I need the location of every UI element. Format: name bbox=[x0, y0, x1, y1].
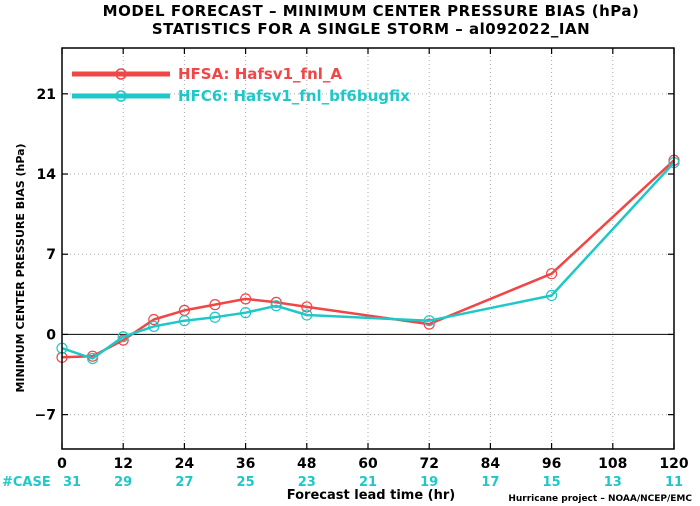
case-label: #CASE bbox=[2, 475, 51, 490]
data-point bbox=[301, 309, 313, 321]
data-point bbox=[117, 331, 129, 343]
x-tick-label: 36 bbox=[236, 456, 255, 472]
case-count: 11 bbox=[665, 475, 683, 490]
legend-label: HFC6: Hafsv1_fnl_bf6bugfix bbox=[178, 87, 410, 105]
data-point bbox=[148, 320, 160, 333]
data-point bbox=[240, 293, 252, 305]
y-tick-label: −7 bbox=[35, 408, 56, 424]
case-count: 15 bbox=[543, 475, 561, 490]
legend: HFSA: Hafsv1_fnl_A HFC6: Hafsv1_fnl_bf6bu… bbox=[72, 65, 410, 105]
case-count: 21 bbox=[359, 475, 377, 490]
data-point bbox=[301, 301, 313, 313]
x-tick-label: 48 bbox=[297, 456, 316, 472]
y-axis-label: MINIMUM CENTER PRESSURE BIAS (hPa) bbox=[14, 143, 27, 392]
x-axis-label: Forecast lead time (hr) bbox=[287, 488, 455, 503]
data-point bbox=[240, 307, 252, 319]
legend-marker bbox=[115, 68, 127, 80]
y-tick-label: 21 bbox=[37, 87, 56, 103]
y-tick-label: 7 bbox=[46, 247, 56, 263]
x-tick-label: 0 bbox=[57, 456, 67, 472]
case-count: 29 bbox=[114, 475, 132, 490]
x-tick-label: 120 bbox=[659, 456, 688, 472]
y-tick-label: 14 bbox=[37, 167, 57, 183]
case-count: 25 bbox=[237, 475, 255, 490]
data-point bbox=[545, 289, 558, 302]
case-count: 17 bbox=[481, 475, 499, 490]
data-point bbox=[423, 318, 435, 330]
x-tick-label: 60 bbox=[358, 456, 378, 472]
case-count: 13 bbox=[604, 475, 622, 490]
x-tick-label: 24 bbox=[175, 456, 195, 472]
data-point bbox=[423, 315, 435, 327]
grid bbox=[62, 48, 674, 449]
case-count: 19 bbox=[420, 475, 438, 490]
credit-text: Hurricane project – NOAA/NCEP/EMC bbox=[508, 494, 692, 504]
case-count: 31 bbox=[63, 475, 81, 490]
chart-subtitle: STATISTICS FOR A SINGLE STORM – al092022… bbox=[152, 20, 590, 38]
case-count: 23 bbox=[298, 475, 316, 490]
series-line bbox=[61, 159, 675, 359]
y-tick-label: 0 bbox=[46, 327, 56, 343]
data-point bbox=[209, 299, 221, 311]
case-count: 27 bbox=[175, 475, 193, 490]
legend-marker bbox=[115, 90, 127, 102]
chart-title: MODEL FORECAST – MINIMUM CENTER PRESSURE… bbox=[103, 2, 640, 20]
data-point bbox=[209, 311, 221, 323]
series-line bbox=[61, 161, 675, 360]
legend-label: HFSA: Hafsv1_fnl_A bbox=[178, 65, 342, 83]
legend-item: HFC6: Hafsv1_fnl_bf6bugfix bbox=[72, 87, 410, 105]
x-tick-label: 72 bbox=[419, 456, 438, 472]
legend-item: HFSA: Hafsv1_fnl_A bbox=[72, 65, 342, 83]
data-point bbox=[545, 268, 558, 280]
x-tick-label: 12 bbox=[113, 456, 132, 472]
data-point bbox=[270, 300, 282, 312]
data-point bbox=[270, 296, 282, 308]
x-tick-label: 96 bbox=[542, 456, 561, 472]
data-point bbox=[178, 315, 190, 327]
x-tick-label: 108 bbox=[598, 456, 627, 472]
x-tick-label: 84 bbox=[481, 456, 501, 472]
data-point bbox=[86, 352, 99, 365]
data-point bbox=[148, 313, 160, 326]
